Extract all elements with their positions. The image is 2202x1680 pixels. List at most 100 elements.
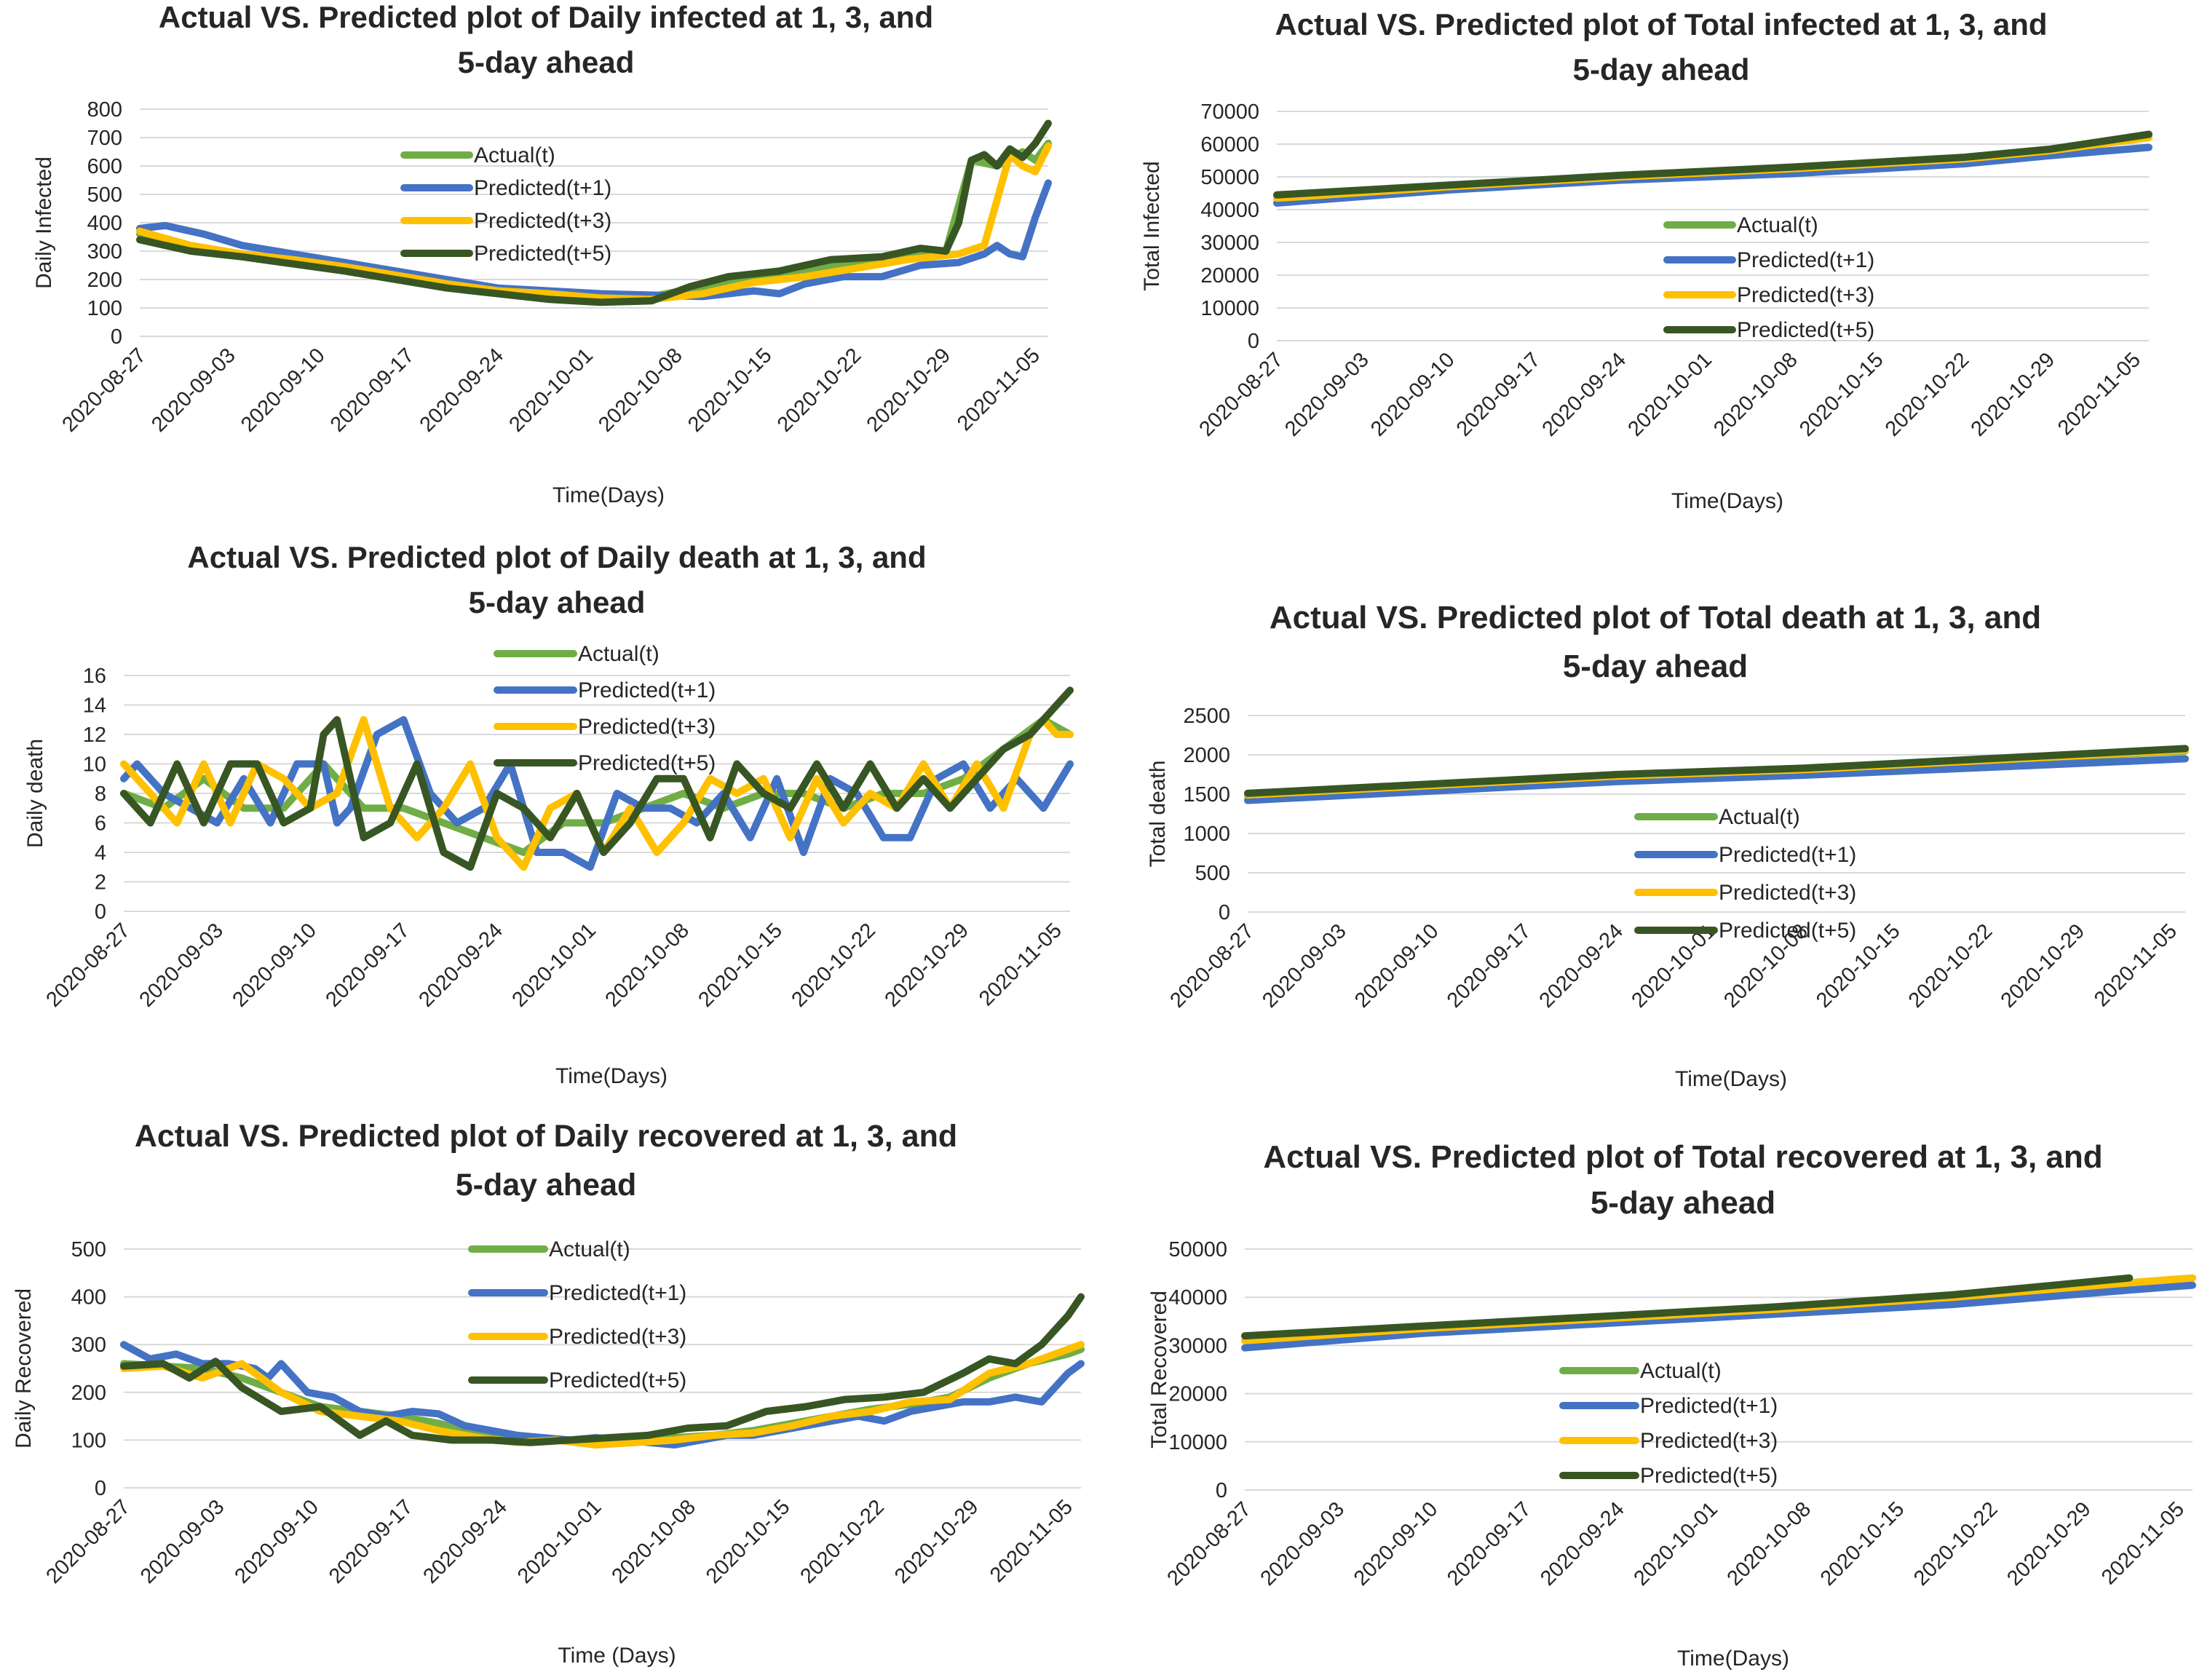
x-tick-label: 2020-08-27 <box>58 344 151 437</box>
series-line-predicted-t-5 <box>136 119 1052 306</box>
x-tick-label: 2020-09-17 <box>1443 1497 1536 1590</box>
chart-daily-recovered: Actual VS. Predicted plot of Daily recov… <box>12 1119 1085 1668</box>
legend-label-actual-t: Actual(t) <box>1640 1359 1722 1383</box>
x-tick-label: 2020-09-03 <box>136 1495 229 1588</box>
legend-label-predicted-t-5: Predicted(t+5) <box>474 242 611 266</box>
y-axis-label: Daily Recovered <box>12 1288 36 1449</box>
x-tick-label: 2020-09-24 <box>1535 919 1628 1013</box>
y-tick-label: 0 <box>95 900 106 924</box>
y-axis-label: Total Infected <box>1140 161 1164 290</box>
legend-label-predicted-t-3: Predicted(t+3) <box>549 1325 686 1349</box>
x-tick-label: 2020-09-17 <box>325 1495 418 1588</box>
legend-label-actual-t: Actual(t) <box>549 1237 630 1261</box>
series-line-predicted-t-1 <box>1244 755 2189 804</box>
y-tick-label: 20000 <box>1200 264 1259 288</box>
x-tick-label: 2020-11-05 <box>2090 919 2182 1011</box>
y-tick-label: 500 <box>1195 862 1230 885</box>
x-tick-label: 2020-10-22 <box>1881 348 1974 441</box>
x-tick-label: 2020-10-22 <box>1909 1497 2003 1590</box>
x-tick-label: 2020-10-29 <box>1997 919 2090 1013</box>
chart-title-line: 5-day ahead <box>1591 1185 1775 1221</box>
series-line-predicted-t-1 <box>136 179 1052 301</box>
x-tick-label: 2020-09-24 <box>414 919 507 1012</box>
x-tick-label: 2020-10-01 <box>1629 1497 1722 1590</box>
chart-title-line: 5-day ahead <box>1573 52 1750 87</box>
y-tick-label: 6 <box>95 812 106 836</box>
y-tick-label: 40000 <box>1200 199 1259 222</box>
x-tick-label: 2020-09-10 <box>230 1495 323 1588</box>
x-tick-label: 2020-08-27 <box>41 1495 135 1588</box>
legend-label-predicted-t-5: Predicted(t+5) <box>578 751 716 775</box>
y-tick-label: 60000 <box>1200 133 1259 156</box>
x-tick-label: 2020-09-10 <box>1350 1497 1443 1590</box>
x-tick-label: 2020-10-15 <box>684 344 777 437</box>
legend-label-predicted-t-3: Predicted(t+3) <box>1640 1429 1778 1453</box>
x-tick-label: 2020-09-03 <box>1258 919 1351 1013</box>
x-tick-label: 2020-10-08 <box>594 344 687 437</box>
series-line-predicted-t-5 <box>120 686 1074 871</box>
y-tick-label: 500 <box>87 183 122 207</box>
legend-label-predicted-t-5: Predicted(t+5) <box>1719 919 1856 943</box>
legend-label-predicted-t-3: Predicted(t+3) <box>1719 881 1856 905</box>
x-tick-label: 2020-09-17 <box>321 919 414 1012</box>
y-tick-label: 300 <box>87 240 122 264</box>
y-tick-label: 30000 <box>1168 1334 1227 1358</box>
y-tick-label: 400 <box>87 212 122 235</box>
chart-title-line: 5-day ahead <box>458 45 635 79</box>
series-line-predicted-t-1 <box>120 1341 1085 1449</box>
chart-total-recovered: Actual VS. Predicted plot of Total recov… <box>1147 1139 2196 1671</box>
x-tick-label: 2020-10-01 <box>1623 348 1716 441</box>
x-tick-label: 2020-11-05 <box>975 919 1066 1010</box>
x-axis-label: Time(Days) <box>1671 489 1783 513</box>
x-tick-label: 2020-09-17 <box>1452 348 1545 441</box>
legend-label-predicted-t-1: Predicted(t+1) <box>474 176 611 200</box>
x-tick-label: 2020-09-24 <box>419 1495 512 1588</box>
chart-title-line: Actual VS. Predicted plot of Daily infec… <box>159 0 933 34</box>
series-line-predicted-t-5 <box>120 1293 1085 1446</box>
x-tick-label: 2020-10-15 <box>1795 348 1888 441</box>
y-tick-label: 700 <box>87 127 122 150</box>
x-tick-label: 2020-09-17 <box>326 344 419 437</box>
y-tick-label: 500 <box>71 1238 106 1261</box>
x-tick-label: 2020-08-27 <box>1163 1497 1256 1590</box>
series-line-predicted-t-3 <box>136 142 1052 304</box>
y-tick-label: 0 <box>1216 1479 1227 1502</box>
x-tick-label: 2020-10-08 <box>1709 348 1802 441</box>
y-tick-label: 2000 <box>1183 744 1230 767</box>
y-tick-label: 14 <box>83 694 106 718</box>
chart-title-line: 5-day ahead <box>1563 649 1748 684</box>
chart-title-line: 5-day ahead <box>469 585 646 619</box>
y-tick-label: 20000 <box>1168 1383 1227 1406</box>
chart-title-line: Actual VS. Predicted plot of Daily death… <box>187 540 926 574</box>
x-tick-label: 2020-10-15 <box>694 919 787 1012</box>
series-line-predicted-t-1 <box>1241 1281 2196 1352</box>
x-tick-label: 2020-08-27 <box>1165 919 1259 1013</box>
legend-label-predicted-t-1: Predicted(t+1) <box>1737 248 1874 272</box>
legend-label-actual-t: Actual(t) <box>1719 805 1800 829</box>
x-tick-label: 2020-11-05 <box>2097 1497 2189 1589</box>
x-axis-label: Time(Days) <box>1675 1067 1787 1091</box>
x-tick-label: 2020-10-22 <box>1904 919 1997 1013</box>
y-tick-label: 12 <box>83 724 106 747</box>
y-tick-label: 0 <box>95 1477 106 1500</box>
x-tick-label: 2020-10-08 <box>607 1495 700 1588</box>
chart-total-death: Actual VS. Predicted plot of Total death… <box>1146 600 2189 1091</box>
x-tick-label: 2020-11-05 <box>953 344 1045 435</box>
x-tick-label: 2020-09-10 <box>228 919 321 1012</box>
x-tick-label: 2020-10-29 <box>2003 1497 2096 1590</box>
x-axis-label: Time(Days) <box>555 1064 668 1088</box>
y-tick-label: 100 <box>87 297 122 320</box>
y-tick-label: 2500 <box>1183 705 1230 728</box>
series-line-predicted-t-3 <box>120 1341 1085 1449</box>
x-axis-label: Time (Days) <box>558 1644 676 1668</box>
y-tick-label: 40000 <box>1168 1286 1227 1309</box>
x-tick-label: 2020-10-01 <box>513 1495 606 1588</box>
series-line-predicted-t-5 <box>1241 1274 2134 1340</box>
y-axis-label: Total death <box>1146 761 1170 868</box>
y-tick-label: 200 <box>87 269 122 292</box>
y-tick-label: 30000 <box>1200 231 1259 255</box>
chart-daily-death: Actual VS. Predicted plot of Daily death… <box>23 540 1074 1088</box>
y-axis-label: Daily Infected <box>32 156 56 289</box>
x-tick-label: 2020-10-01 <box>504 344 598 437</box>
chart-daily-infected: Actual VS. Predicted plot of Daily infec… <box>32 0 1052 507</box>
